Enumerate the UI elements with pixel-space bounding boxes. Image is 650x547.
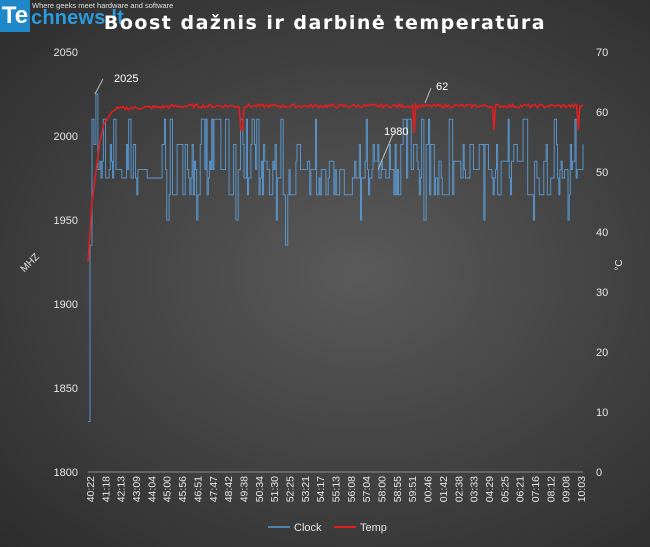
left-tick-label: 1900 [54, 299, 78, 311]
right-tick-label: 60 [596, 107, 608, 119]
x-tick-label: 41:18 [100, 476, 112, 502]
x-tick-label: 05:25 [499, 476, 511, 502]
x-tick-label: 40:22 [85, 476, 97, 502]
temp-series-line [87, 101, 584, 263]
right-tick-label: 40 [596, 227, 608, 239]
annotation-leader [94, 78, 104, 95]
x-tick-label: 50:34 [254, 476, 266, 502]
x-tick-label: 08:12 [545, 476, 557, 502]
technews-logo: Te Where geeks meet hardware and softwar… [0, 0, 190, 34]
x-tick-label: 44:04 [146, 476, 158, 502]
x-tick-label: 02:38 [453, 476, 465, 502]
x-tick-label: 03:33 [469, 476, 481, 502]
x-tick-label: 04:29 [484, 476, 496, 502]
right-tick-label: 50 [596, 167, 608, 179]
x-tick-label: 00:46 [423, 476, 435, 502]
clock-series-line [88, 93, 584, 423]
x-tick-label: 46:51 [192, 476, 204, 502]
annotation-leader [377, 133, 394, 170]
annotation-label: 62 [436, 81, 448, 93]
x-tick-label: 59:51 [407, 476, 419, 502]
x-tick-label: 45:00 [162, 476, 174, 502]
annotation-label: 1980 [384, 126, 408, 138]
x-tick-label: 42:13 [116, 476, 128, 502]
left-tick-label: 1850 [54, 383, 78, 395]
chart-title: Boost dažnis ir darbinė temperatūra [103, 12, 547, 34]
logo-name: chnews.lt [31, 7, 124, 29]
x-tick-label: 57:04 [361, 476, 373, 502]
left-tick-label: 2000 [54, 131, 78, 143]
annotation-leader [424, 87, 432, 104]
x-tick-label: 43:09 [131, 476, 143, 502]
annotation-label: 2025 [114, 73, 138, 85]
right-tick-label: 70 [596, 47, 608, 59]
x-tick-label: 56:08 [346, 476, 358, 502]
right-tick-label: 0 [596, 467, 602, 479]
left-tick-label: 2050 [54, 47, 78, 59]
logo-letters: Te [0, 0, 30, 32]
x-tick-label: 58:55 [392, 476, 404, 502]
right-tick-label: 20 [596, 347, 608, 359]
right-axis-title: °C [614, 259, 625, 270]
x-tick-label: 47:47 [208, 476, 220, 502]
right-tick-label: 10 [596, 407, 608, 419]
legend-clock-label: Clock [294, 522, 322, 534]
x-tick-label: 52:25 [284, 476, 296, 502]
x-tick-label: 45:56 [177, 476, 189, 502]
x-tick-label: 01:42 [438, 476, 450, 502]
x-tick-label: 07:16 [530, 476, 542, 502]
left-axis-title: MHZ [19, 252, 42, 275]
right-tick-label: 30 [596, 287, 608, 299]
x-tick-label: 58:00 [377, 476, 389, 502]
x-tick-label: 53:21 [300, 476, 312, 502]
x-tick-label: 10:03 [576, 476, 588, 502]
x-tick-label: 51:30 [269, 476, 281, 502]
x-tick-label: 55:13 [331, 476, 343, 502]
legend-temp-label: Temp [360, 522, 387, 534]
x-tick-label: 48:42 [223, 476, 235, 502]
x-tick-label: 09:08 [561, 476, 573, 502]
x-tick-label: 49:38 [238, 476, 250, 502]
x-tick-label: 06:21 [515, 476, 527, 502]
x-tick-label: 54:17 [315, 476, 327, 502]
left-tick-label: 1800 [54, 467, 78, 479]
logo-tagline: Where geeks meet hardware and software [32, 1, 174, 10]
left-tick-label: 1950 [54, 215, 78, 227]
